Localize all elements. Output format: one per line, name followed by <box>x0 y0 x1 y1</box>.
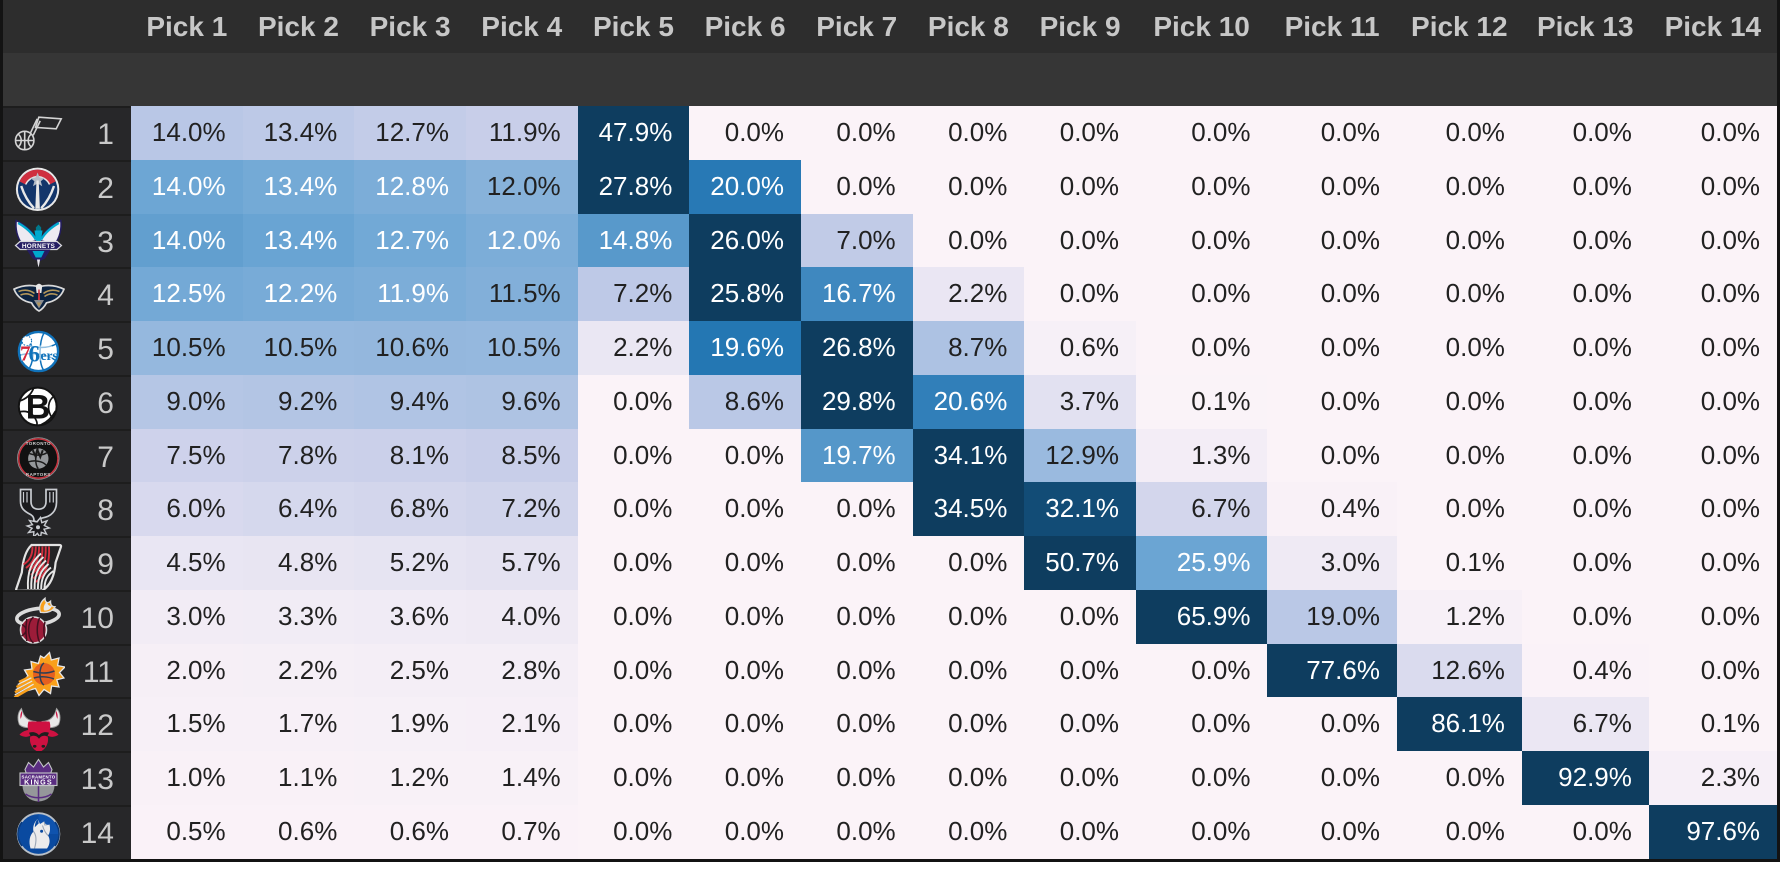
svg-text:6: 6 <box>29 342 41 367</box>
svg-text:RAPTORS: RAPTORS <box>26 471 51 476</box>
svg-text:TORONTO: TORONTO <box>26 441 51 446</box>
svg-text:ers: ers <box>41 348 58 363</box>
svg-text:HORNETS: HORNETS <box>22 243 56 250</box>
svg-text:B: B <box>26 388 51 426</box>
svg-text:7: 7 <box>20 342 31 366</box>
svg-text:KINGS: KINGS <box>24 778 53 787</box>
svg-text:SACRAMENTO: SACRAMENTO <box>22 774 56 779</box>
